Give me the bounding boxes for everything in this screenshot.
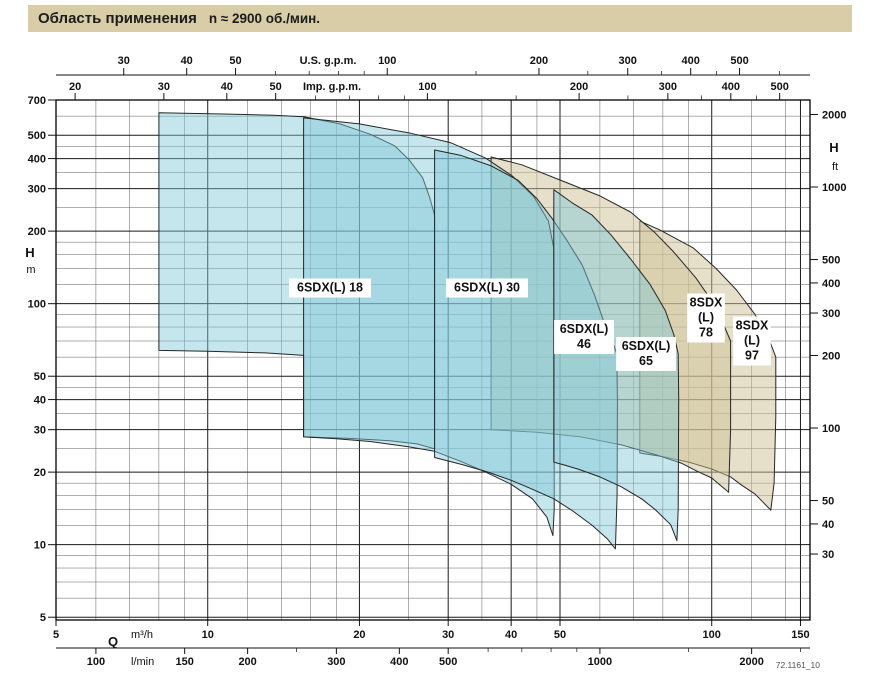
svg-text:100: 100 [378,55,396,67]
svg-text:400: 400 [390,656,408,668]
svg-text:200: 200 [822,350,840,362]
svg-text:400: 400 [682,55,700,67]
region-label-8sdxl-78: (L) [698,311,714,325]
svg-text:100: 100 [703,629,721,641]
svg-text:50: 50 [270,81,282,93]
axis-bottom-lmin: 100 150 200 300 400 500 1000 2000 l/min [56,647,810,668]
svg-text:300: 300 [822,308,840,320]
svg-text:500: 500 [28,130,46,142]
region-label-8sdxl-97: (L) [744,334,760,348]
region-6sdxl-30 [303,117,555,537]
drawing-reference: 72.1161_10 [775,660,820,670]
page-title: Область применения [38,10,197,27]
flow-axis-unit-lmin: l/min [131,656,154,668]
us-gpm-unit-label: U.S. g.p.m. [300,55,357,67]
region-label-8sdxl-78: 78 [699,326,713,340]
svg-text:1000: 1000 [822,182,846,194]
region-label-6sdxl-65: 6SDX(L) [622,339,671,353]
svg-text:200: 200 [28,226,46,238]
region-label-box-6sdxl-30 [446,278,528,298]
axis-left-m: 700 500 400 300 200 100 50 40 30 20 10 5 Hm [25,95,56,624]
svg-text:100: 100 [822,423,840,435]
svg-text:5: 5 [40,612,46,624]
svg-text:200: 200 [570,81,588,93]
svg-text:50: 50 [554,629,566,641]
title-bar: Область применения n ≈ 2900 об./мин. [28,5,852,32]
svg-text:40: 40 [505,629,517,641]
region-label-6sdxl-30: 6SDX(L) 30 [454,281,520,295]
svg-text:100: 100 [87,656,105,668]
region-label-box-8sdxl-78 [687,293,725,343]
svg-text:100: 100 [28,299,46,311]
svg-text:40: 40 [822,519,834,531]
svg-text:300: 300 [619,55,637,67]
svg-text:400: 400 [722,81,740,93]
region-label-6sdxl-65: 65 [639,354,653,368]
svg-text:40: 40 [181,55,193,67]
svg-text:30: 30 [34,425,46,437]
svg-text:2000: 2000 [739,656,763,668]
svg-text:500: 500 [730,55,748,67]
svg-text:30: 30 [442,629,454,641]
svg-text:150: 150 [175,656,193,668]
svg-text:2000: 2000 [822,109,846,121]
region-label-6sdxl-18: 6SDX(L) 18 [297,281,363,295]
svg-text:20: 20 [69,81,81,93]
right-axis-symbol: H [829,140,838,155]
region-label-8sdxl-97: 8SDX [736,319,769,333]
svg-text:50: 50 [229,55,241,67]
flow-axis-unit-m3h: m³/h [131,629,153,641]
region-label-8sdxl-97: 97 [745,349,759,363]
svg-text:400: 400 [822,278,840,290]
region-label-box-6sdxl-18 [289,278,371,298]
regions-layer [158,112,777,550]
svg-text:300: 300 [28,184,46,196]
svg-text:700: 700 [28,95,46,107]
left-axis-symbol: H [25,245,34,260]
pump-speed-label: n ≈ 2900 об./мин. [208,11,321,26]
left-axis-unit: m [26,264,35,276]
region-label-box-8sdxl-97 [733,316,771,366]
axis-bottom-m3h: 5 10 20 30 40 50 100 150 Q m³/h [53,620,810,649]
svg-text:150: 150 [791,629,809,641]
svg-text:300: 300 [659,81,677,93]
region-label-8sdxl-78: 8SDX [690,296,723,310]
svg-text:50: 50 [34,371,46,383]
svg-text:40: 40 [34,395,46,407]
axis-top-impgpm: 20 30 40 50 100 200 300 400 500 Imp. g.p.m. [69,81,789,100]
svg-text:300: 300 [327,656,345,668]
region-label-6sdxl-46: 6SDX(L) [560,322,609,336]
svg-text:40: 40 [221,81,233,93]
axis-right-ft: 2000 1000 500 400 300 200 100 50 40 30 Hft [810,109,846,561]
svg-text:30: 30 [118,55,130,67]
svg-text:20: 20 [353,629,365,641]
svg-text:10: 10 [34,540,46,552]
svg-text:100: 100 [418,81,436,93]
svg-text:1000: 1000 [588,656,612,668]
svg-text:30: 30 [158,81,170,93]
svg-text:200: 200 [530,55,548,67]
svg-text:30: 30 [822,549,834,561]
axis-top-usgpm: 30 40 50 100 200 300 400 500 U.S. g.p.m. [56,55,810,76]
svg-text:10: 10 [202,629,214,641]
plot-frame [55,99,811,621]
region-label-box-6sdxl-65 [616,337,676,371]
region-label-box-6sdxl-46 [554,320,614,354]
svg-text:400: 400 [28,154,46,166]
flow-axis-symbol: Q [108,634,118,649]
region-label-6sdxl-46: 46 [577,337,591,351]
svg-text:200: 200 [238,656,256,668]
svg-text:500: 500 [439,656,457,668]
svg-text:500: 500 [770,81,788,93]
svg-text:5: 5 [53,629,59,641]
imp-gpm-unit-label: Imp. g.p.m. [303,81,361,93]
right-axis-unit: ft [832,161,838,173]
svg-text:500: 500 [822,255,840,267]
svg-text:20: 20 [34,467,46,479]
svg-text:50: 50 [822,496,834,508]
